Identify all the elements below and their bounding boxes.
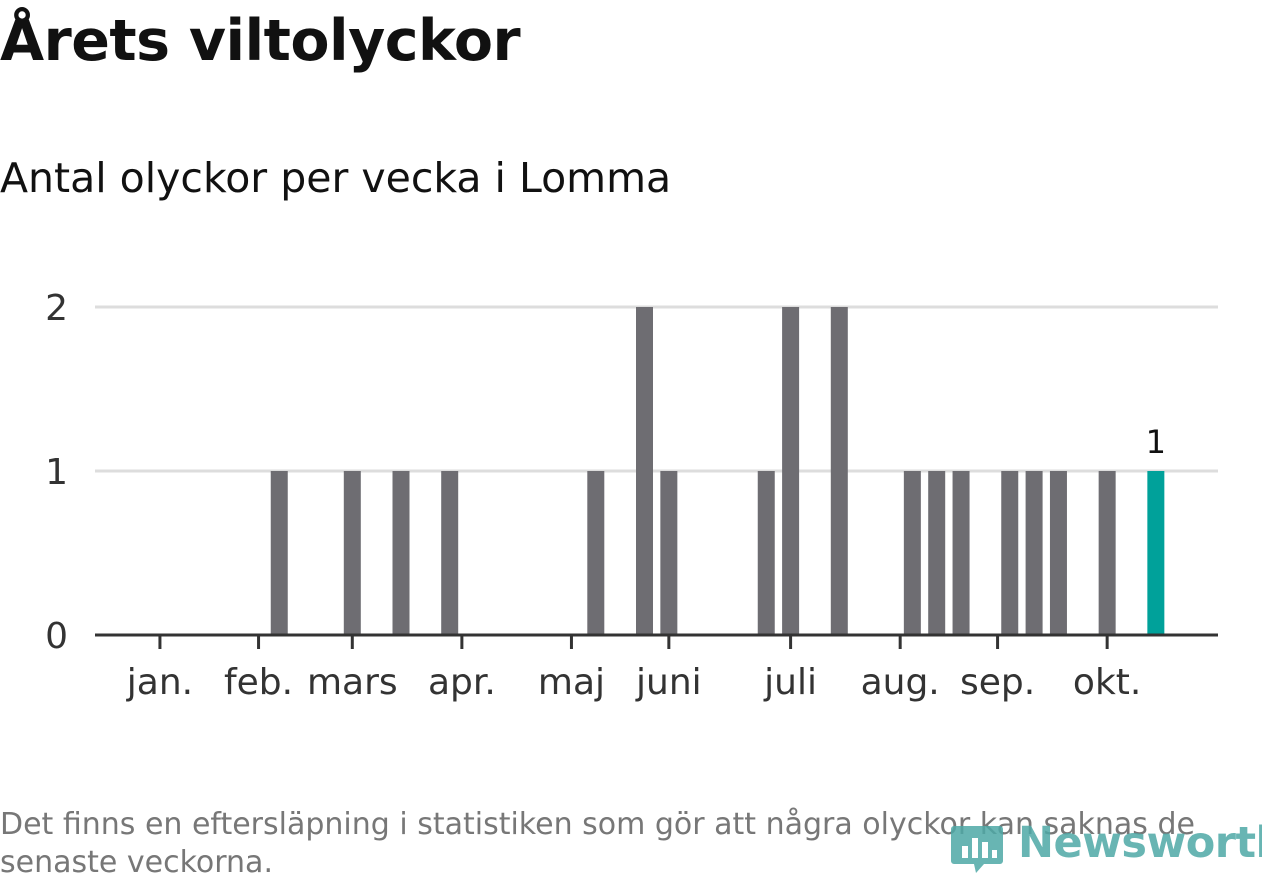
x-tick-label: sep. [960,662,1035,703]
bars [270,307,1165,635]
x-tick-label: jan. [126,662,193,703]
bar-week-29 [830,307,848,635]
y-tick-label: 2 [45,288,68,329]
bar-week-36 [1001,471,1019,635]
x-tick-label: juni [635,662,702,703]
newsworthy-logo: Newsworthy [950,818,1262,876]
chart-title: Årets viltolyckor [0,8,521,74]
grid-lines [95,305,1218,473]
x-tick-label: okt. [1073,662,1141,703]
bar-week-27 [782,307,800,635]
x-tick-label: apr. [428,662,496,703]
bar-week-38 [1049,471,1067,635]
x-tick-label: maj [538,662,605,703]
bar-week-21 [636,307,653,635]
footnote: Det finns en eftersläpning i statistiken… [0,807,1195,880]
chart-subtitle: Antal olyckor per vecka i Lomma [0,154,672,202]
bar-week-33 [928,471,946,635]
x-tick-label: mars [307,662,398,703]
bar-week-37 [1025,471,1043,635]
bar-week-9 [343,471,361,635]
bar-week-32 [903,471,921,635]
x-tick-label: juli [763,662,817,703]
bar-week-19 [587,471,605,635]
labels: 0 1 2 1 jan. feb. mars apr. maj juni juli aug. sep. o… [45,288,1166,703]
bar-week-6 [270,471,288,635]
bar-week-11 [392,471,410,635]
bar-week-34 [952,471,970,635]
bar-chart: 0 1 2 1 jan. feb. mars apr. maj juni juli aug. sep. o… [45,288,1218,703]
y-tick-label: 0 [45,616,68,657]
newsworthy-logo-icon [951,826,1003,873]
bar-week-40 [1098,471,1116,635]
x-tick-label: aug. [861,662,940,703]
x-tick-label: feb. [224,662,293,703]
y-tick-label: 1 [45,452,68,493]
newsworthy-logo-text: Newsworthy [1018,818,1262,868]
bar-highlight-week-42 [1147,471,1165,635]
bar-week-22 [660,471,678,635]
bar-week-26 [757,471,775,635]
bar-week-13 [441,471,459,635]
x-axis [95,633,1218,649]
highlight-data-label: 1 [1146,423,1166,461]
